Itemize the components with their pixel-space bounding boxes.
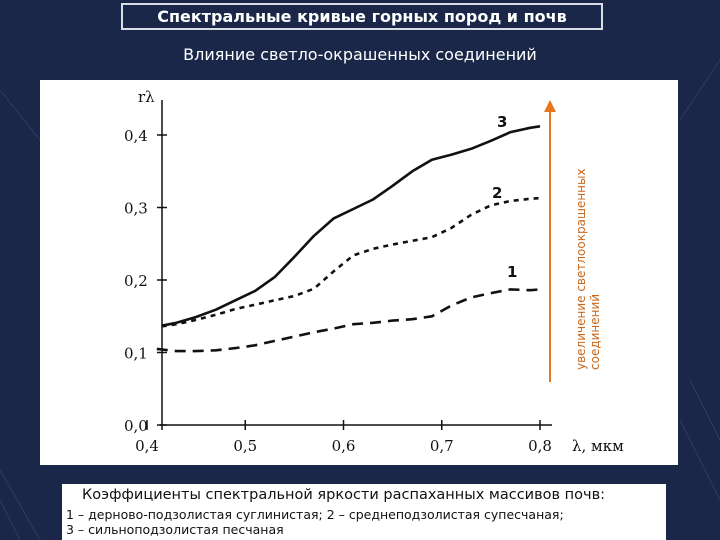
x-tick-label: 0,4 (135, 437, 159, 455)
caption-heading: Коэффициенты спектральной яркости распах… (82, 487, 606, 503)
spectral-chart: 0,0 0,1 0,2 0,3 0,4 0,4 0,5 0,6 0,7 0,8 rλ λ, мкм 1… (124, 88, 624, 455)
arrow-label-line2: соединений (588, 294, 602, 370)
slide-subtitle: Влияние светло-окрашенных соединений (183, 45, 537, 64)
slide-title: Спектральные кривые горных пород и почв (121, 3, 603, 30)
x-tick-label: 0,7 (430, 437, 454, 455)
arrow-label: увеличение светлоокрашенных соединений (574, 168, 602, 370)
series-line-3 (161, 125, 541, 327)
chart-panel: 0,0 0,1 0,2 0,3 0,4 0,4 0,5 0,6 0,7 0,8 rλ λ, мкм 1… (40, 80, 678, 465)
caption-legend-1-2: 1 – дерново-подзолистая суглинистая; 2 –… (66, 507, 564, 522)
y-tick-label: 0,4 (124, 127, 148, 145)
series-label-3: 3 (497, 113, 507, 131)
increase-arrow: увеличение светлоокрашенных соединений (544, 100, 602, 382)
caption-box: Коэффициенты спектральной яркости распах… (62, 484, 666, 540)
series-label-2: 2 (492, 184, 502, 202)
y-tick-label: 0,2 (124, 272, 148, 290)
arrow-head (544, 100, 556, 112)
caption-legend-3: 3 – сильноподзолистая песчаная (66, 522, 284, 537)
x-axis-label: λ, мкм (572, 437, 624, 455)
series-line-1 (156, 288, 541, 353)
y-axis-label: rλ (138, 88, 155, 106)
y-tick-label: 0,0 (124, 417, 148, 435)
chart-series (156, 125, 541, 353)
chart-labels: rλ λ, мкм 1 2 3 (138, 88, 624, 455)
x-tick-label: 0,5 (233, 437, 257, 455)
y-tick-label: 0,1 (124, 345, 148, 363)
chart-axes (160, 100, 552, 430)
series-label-1: 1 (507, 263, 517, 281)
series-line-2 (161, 196, 541, 328)
y-tick-label: 0,3 (124, 200, 148, 218)
x-tick-label: 0,6 (332, 437, 356, 455)
x-tick-label: 0,8 (528, 437, 552, 455)
chart-ticks: 0,0 0,1 0,2 0,3 0,4 0,4 0,5 0,6 0,7 0,8 (124, 127, 552, 455)
arrow-label-line1: увеличение светлоокрашенных (574, 168, 588, 370)
